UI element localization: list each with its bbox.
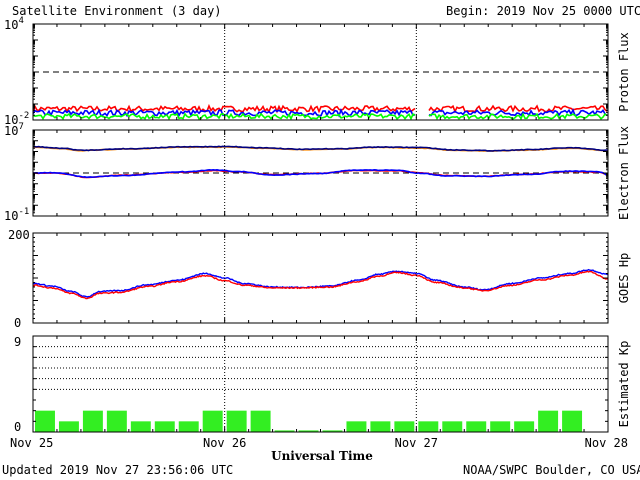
x-axis-title: Universal Time xyxy=(271,449,373,463)
goes-hp-panel xyxy=(32,232,609,324)
estimated-kp-ylabel: Estimated Kp xyxy=(617,341,631,428)
proton-flux-plot xyxy=(33,71,608,120)
kp-bar xyxy=(178,421,199,432)
kp-bar xyxy=(394,421,415,432)
x-tick-label: Nov 26 xyxy=(203,436,246,450)
series-line xyxy=(33,270,608,300)
series-line xyxy=(33,268,608,298)
kp-bar xyxy=(35,410,55,432)
estimated-kp-plot xyxy=(35,410,583,432)
goes-hp-ylabel: GOES Hp xyxy=(617,253,631,304)
kp-bar xyxy=(346,421,367,432)
kp-bar xyxy=(154,421,175,432)
y-tick-label: 107 xyxy=(4,122,24,138)
kp-bar xyxy=(466,421,487,432)
kp-bar xyxy=(82,410,103,432)
proton-flux-ylabel: Proton Flux xyxy=(617,32,631,111)
x-tick-label: Nov 25 xyxy=(10,436,53,450)
credit-label: NOAA/SWPC Boulder, CO USA xyxy=(463,463,640,477)
proton-flux-frame xyxy=(32,23,609,121)
goes-hp-plot xyxy=(33,268,608,300)
goes-hp-frame xyxy=(32,232,609,324)
y-tick-label: 9 xyxy=(14,335,21,349)
electron-flux-plot xyxy=(33,145,608,179)
electron-flux-ylabel: Electron Flux xyxy=(617,126,631,220)
kp-bar xyxy=(202,410,223,432)
electron-flux-frame xyxy=(32,129,609,217)
y-tick-label: 200 xyxy=(8,228,30,242)
proton-flux-panel xyxy=(32,23,609,121)
kp-bar xyxy=(370,421,391,432)
kp-bar xyxy=(418,421,439,432)
kp-bar xyxy=(130,421,151,432)
kp-bar xyxy=(274,430,295,432)
y-tick-label: 104 xyxy=(4,16,24,32)
series-line xyxy=(33,168,608,179)
kp-bar xyxy=(106,410,127,432)
x-tick-label: Nov 27 xyxy=(395,436,438,450)
kp-bar xyxy=(322,430,343,432)
kp-bar xyxy=(538,410,559,432)
electron-flux-panel xyxy=(32,129,609,217)
series-line xyxy=(33,103,608,114)
series-line xyxy=(33,112,608,120)
kp-bar xyxy=(490,421,511,432)
y-tick-label: 0 xyxy=(14,316,21,330)
kp-bar xyxy=(250,410,271,432)
updated-timestamp: Updated 2019 Nov 27 23:56:06 UTC xyxy=(2,463,233,477)
y-tick-label: 0 xyxy=(14,420,21,434)
estimated-kp-frame xyxy=(32,335,609,433)
estimated-kp-panel xyxy=(32,335,609,433)
kp-bar xyxy=(562,410,583,432)
x-tick-label: Nov 28 xyxy=(585,436,628,450)
series-line xyxy=(33,145,608,152)
kp-bar xyxy=(58,421,79,432)
kp-bar xyxy=(298,430,319,432)
chart-title: Satellite Environment (3 day) xyxy=(12,4,222,18)
kp-bar xyxy=(514,421,535,432)
kp-bar xyxy=(226,410,247,432)
y-tick-label: 10-1 xyxy=(4,207,29,223)
begin-time: Begin: 2019 Nov 25 0000 UTC xyxy=(446,4,640,18)
y-tick-label: 10-2 xyxy=(4,111,29,127)
kp-bar xyxy=(442,421,463,432)
